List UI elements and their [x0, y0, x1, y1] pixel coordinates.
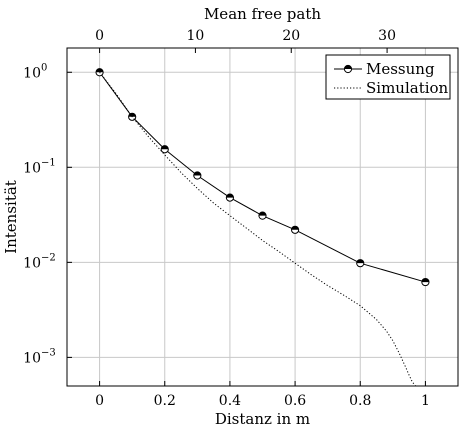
series-point: [356, 259, 365, 268]
series-layer: [95, 68, 430, 387]
series-line-messung: [99, 71, 426, 283]
y-tick-base: 10: [23, 65, 41, 81]
y-tick-exponent: −3: [41, 347, 56, 358]
x-tick-label: 0.4: [219, 393, 241, 409]
x-tick-label: 0: [95, 393, 104, 409]
series-point: [160, 145, 169, 154]
legend-label: Messung: [366, 60, 435, 78]
y-tick-exponent: 0: [41, 62, 47, 73]
legend-marker-fill: [344, 65, 352, 69]
grid: [67, 48, 458, 386]
legend-box: [325, 54, 451, 100]
y-tick-label: 10: [23, 350, 41, 366]
y-tick-base: 10: [23, 350, 41, 366]
x-tick-label: 0.6: [284, 393, 306, 409]
x-tick-label: 1: [421, 393, 430, 409]
y-tick-base: 10: [23, 255, 41, 271]
legend-label: Simulation: [366, 79, 449, 97]
x2-tick-label: 10: [187, 28, 205, 44]
x-tick-label: 0.8: [349, 393, 371, 409]
y-tick-label: 10: [23, 65, 41, 81]
y-tick-label: 10: [23, 160, 41, 176]
x-axis-label: Distanz in m: [215, 410, 310, 428]
series-point: [193, 171, 202, 180]
y-tick-label: 10: [23, 255, 41, 271]
plot-frame: [66, 47, 459, 387]
y-tick-exponent: −2: [41, 252, 56, 263]
x2-tick-label: 30: [378, 28, 396, 44]
y-axis-label: Intensität: [2, 180, 20, 254]
y-tick-exponent: −1: [41, 157, 56, 168]
series-point: [225, 193, 235, 202]
series-point: [258, 211, 267, 220]
series-line-simulation: [99, 71, 417, 387]
x2-axis-label: Mean free path: [204, 5, 321, 23]
y-tick-base: 10: [23, 160, 41, 176]
x-tick-label: 0.2: [154, 393, 176, 409]
x2-tick-label: 20: [282, 28, 300, 44]
series-point: [290, 225, 300, 234]
x2-tick-label: 0: [95, 28, 104, 44]
series-point: [421, 277, 430, 287]
